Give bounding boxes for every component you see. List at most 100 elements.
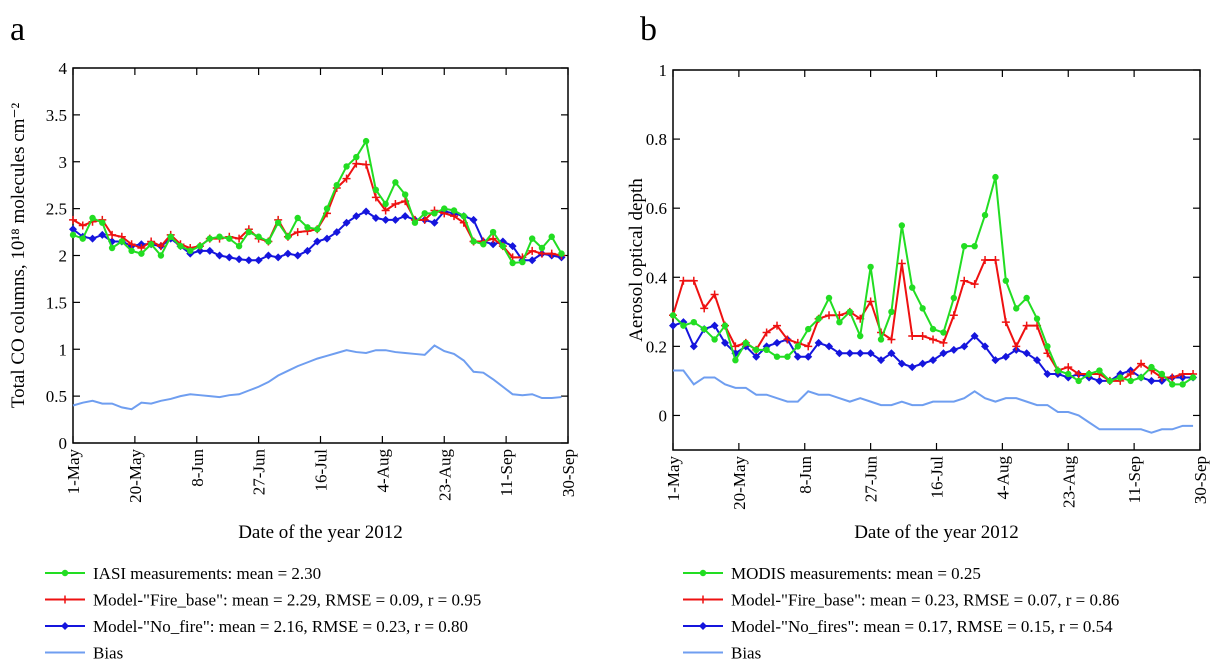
marker: [669, 321, 677, 330]
marker: [362, 137, 370, 145]
marker: [773, 321, 782, 330]
marker: [274, 253, 283, 262]
marker: [108, 230, 117, 239]
marker: [887, 349, 896, 358]
marker: [991, 356, 1000, 365]
marker: [528, 256, 537, 265]
marker: [846, 308, 854, 316]
marker: [845, 349, 854, 358]
marker: [264, 251, 273, 260]
marker: [333, 181, 340, 189]
marker: [680, 322, 687, 329]
marker: [992, 173, 999, 181]
marker: [1096, 367, 1103, 374]
series-line: [72, 210, 562, 262]
marker: [245, 228, 253, 236]
marker: [1127, 377, 1134, 385]
marker: [783, 335, 792, 344]
x-axis-label: Date of the year 2012: [238, 522, 403, 543]
marker: [225, 253, 234, 262]
marker: [867, 263, 874, 271]
x-tick-label: 27-Jun: [862, 456, 881, 503]
marker: [128, 247, 135, 255]
marker: [1033, 315, 1041, 322]
marker: [381, 206, 390, 215]
marker: [1085, 370, 1093, 378]
series: [72, 344, 562, 411]
marker: [1189, 374, 1197, 381]
marker: [1064, 363, 1073, 372]
marker: [431, 210, 438, 217]
y-tick-label: 3: [59, 153, 68, 172]
x-tick-label: 16-Jul: [928, 456, 947, 499]
panel-label: a: [10, 11, 25, 48]
marker: [323, 234, 332, 243]
x-axis-label: Date of the year 2012: [854, 522, 1019, 543]
y-tick-label: 0.5: [46, 387, 67, 406]
marker: [342, 174, 351, 183]
legend-label: Bias: [93, 644, 123, 662]
x-tick-label: 16-Jul: [312, 449, 331, 492]
marker: [960, 276, 969, 285]
marker: [147, 241, 155, 248]
marker: [294, 214, 301, 222]
marker: [1178, 370, 1187, 378]
marker: [1147, 376, 1156, 385]
marker: [118, 238, 126, 245]
marker: [689, 276, 698, 285]
marker: [547, 249, 556, 258]
marker: [1117, 374, 1124, 381]
marker: [805, 325, 812, 333]
legend-label: Model-"No_fires": mean = 0.17, RMSE = 0.…: [731, 617, 1113, 636]
x-tick-label: 4-Aug: [373, 449, 392, 493]
marker: [939, 338, 948, 347]
marker: [215, 251, 224, 260]
marker: [732, 356, 739, 364]
marker: [753, 346, 760, 354]
marker: [929, 356, 938, 365]
marker: [877, 336, 885, 343]
marker: [710, 290, 719, 299]
marker: [711, 336, 718, 343]
marker: [1158, 370, 1166, 378]
x-tick-label: 30-Sep: [1191, 456, 1210, 504]
marker: [804, 352, 813, 361]
marker: [489, 234, 498, 243]
marker: [206, 235, 213, 242]
y-tick-label: 1: [59, 340, 68, 359]
marker: [1148, 363, 1155, 371]
marker: [362, 160, 371, 169]
marker: [721, 322, 729, 329]
marker: [971, 242, 978, 250]
marker: [701, 325, 708, 333]
marker: [127, 240, 136, 249]
marker: [897, 259, 906, 268]
marker: [244, 256, 253, 265]
marker: [752, 352, 761, 361]
marker: [293, 228, 302, 237]
marker: [480, 241, 487, 248]
marker: [699, 569, 707, 577]
series: [669, 256, 1198, 385]
marker: [679, 276, 688, 285]
plot-frame: [72, 67, 569, 444]
marker: [69, 225, 77, 234]
marker: [897, 359, 906, 368]
marker: [794, 343, 802, 350]
marker: [304, 224, 311, 231]
marker: [255, 233, 262, 240]
legend-label: Model-"Fire_base": mean = 2.29, RMSE = 0…: [93, 591, 481, 610]
marker: [721, 338, 730, 347]
marker: [391, 215, 400, 224]
marker: [441, 205, 448, 212]
marker: [970, 280, 979, 289]
marker: [991, 256, 1000, 264]
marker: [773, 338, 782, 347]
y-axis-label: Aerosol optical depth: [626, 178, 647, 342]
marker: [814, 338, 823, 347]
panel-label: b: [640, 11, 657, 48]
marker: [981, 256, 990, 264]
marker: [1033, 356, 1042, 365]
marker: [323, 205, 331, 212]
